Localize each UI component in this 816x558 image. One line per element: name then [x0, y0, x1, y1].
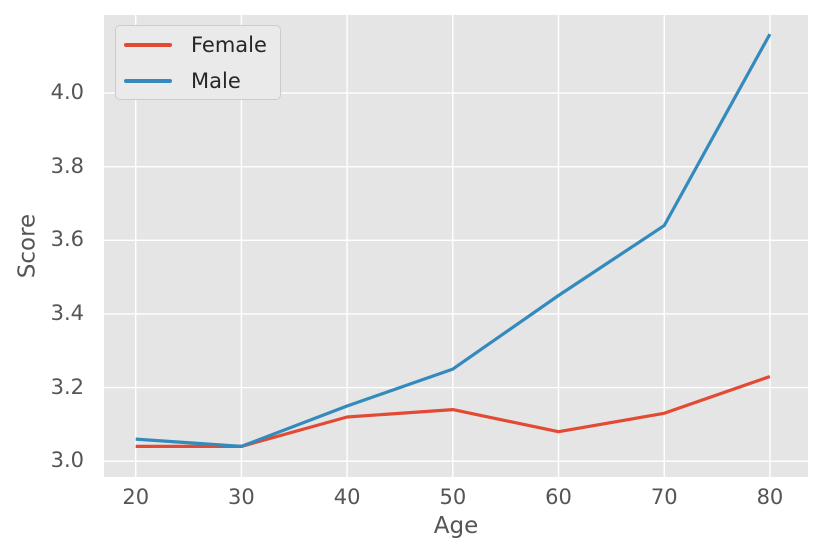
plot-svg — [104, 15, 808, 477]
y-tick-label: 3.8 — [50, 153, 84, 178]
x-tick-label: 60 — [545, 485, 572, 509]
legend-item-male: Male — [116, 63, 280, 99]
legend-label-male: Male — [191, 68, 241, 93]
x-tick-label: 20 — [122, 485, 150, 509]
male-line — [135, 33, 772, 448]
y-tick-label: 3.6 — [50, 227, 84, 252]
x-tick-label: 40 — [333, 485, 361, 509]
legend-item-female: Female — [116, 27, 280, 63]
male-line-swatch — [124, 79, 172, 83]
x-tick-label: 80 — [756, 485, 784, 509]
legend: Female Male — [115, 25, 281, 100]
legend-label-female: Female — [191, 32, 267, 57]
x-tick-label: 70 — [650, 485, 678, 509]
x-tick-label: 50 — [439, 485, 467, 509]
female-line-swatch — [124, 43, 172, 47]
x-axis-label: Age — [433, 513, 479, 539]
y-tick-label: 4.0 — [50, 80, 84, 105]
y-tick-label: 3.0 — [50, 448, 84, 473]
y-tick-label: 3.4 — [50, 300, 84, 325]
x-tick-label: 30 — [228, 485, 255, 509]
y-tick-label: 3.2 — [50, 374, 84, 399]
y-axis-label: Score — [14, 213, 41, 279]
